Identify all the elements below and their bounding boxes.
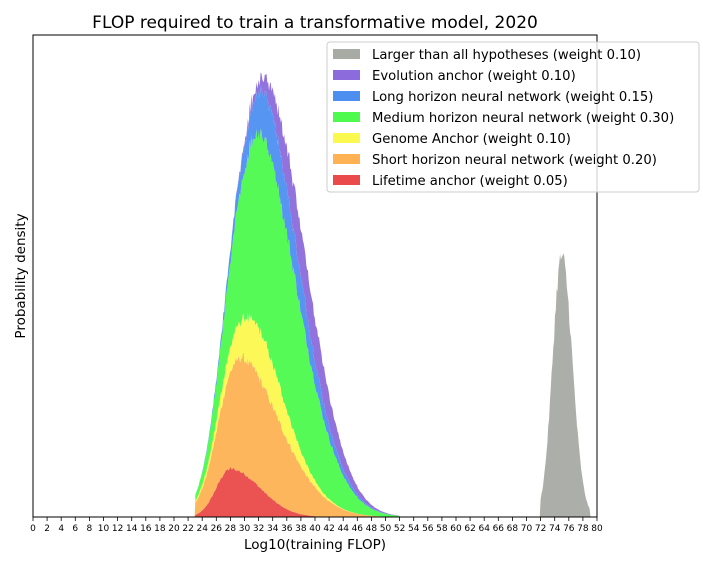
x-tick-label: 48: [366, 524, 378, 534]
legend-label: Medium horizon neural network (weight 0.…: [372, 111, 674, 126]
x-tick-label: 44: [337, 524, 349, 534]
x-tick-label: 26: [211, 524, 223, 534]
x-tick-label: 38: [295, 524, 307, 534]
x-tick-label: 60: [450, 524, 462, 534]
chart-title: FLOP required to train a transformative …: [92, 13, 538, 33]
areas-layer: [33, 72, 597, 518]
x-tick-label: 54: [408, 524, 420, 534]
legend-label: Long horizon neural network (weight 0.15…: [372, 90, 653, 105]
x-tick-label: 10: [98, 524, 110, 534]
x-axis-ticks: 0 2 4 6 8 10 12 14 16 18 20 22 24 26 28 30 32 34 36 38 40 42 4…: [30, 517, 603, 534]
x-tick-label: 56: [422, 524, 434, 534]
legend: Larger than all hypotheses (weight 0.10)…: [326, 41, 700, 193]
legend-label: Lifetime anchor (weight 0.05): [372, 174, 568, 189]
x-tick-label: 34: [267, 524, 279, 534]
area-series-4: [33, 128, 597, 517]
legend-swatch: [333, 133, 360, 143]
legend-swatch: [333, 70, 360, 80]
x-tick-label: 72: [535, 524, 546, 534]
x-tick-label: 42: [323, 524, 334, 534]
legend-label: Larger than all hypotheses (weight 0.10): [372, 48, 641, 63]
legend-swatch: [333, 175, 360, 185]
legend-label: Evolution anchor (weight 0.10): [372, 69, 576, 84]
y-axis-label: Probability density: [13, 213, 29, 338]
x-tick-label: 12: [112, 524, 123, 534]
x-tick-label: 66: [493, 524, 505, 534]
x-tick-label: 62: [464, 524, 475, 534]
x-tick-label: 76: [563, 524, 575, 534]
x-tick-label: 78: [577, 524, 589, 534]
x-tick-label: 46: [352, 524, 364, 534]
legend-box: [326, 41, 700, 193]
x-tick-label: 68: [507, 524, 519, 534]
x-tick-label: 18: [154, 524, 166, 534]
legend-swatch: [333, 154, 360, 164]
x-tick-label: 40: [309, 524, 321, 534]
x-tick-label: 36: [281, 524, 293, 534]
x-tick-label: 16: [140, 524, 152, 534]
legend-entries: Larger than all hypotheses (weight 0.10)…: [333, 48, 674, 189]
x-tick-label: 22: [182, 524, 193, 534]
x-tick-label: 28: [225, 524, 237, 534]
legend-swatch: [333, 91, 360, 101]
x-tick-label: 2: [44, 524, 50, 534]
x-tick-label: 64: [478, 524, 490, 534]
x-tick-label: 74: [549, 524, 561, 534]
x-tick-label: 24: [196, 524, 208, 534]
legend-label: Genome Anchor (weight 0.10): [372, 132, 571, 147]
legend-swatch: [333, 112, 360, 122]
x-tick-label: 30: [239, 524, 251, 534]
x-axis-label: Log10(training FLOP): [244, 537, 386, 553]
x-tick-label: 8: [87, 524, 93, 534]
x-tick-label: 14: [126, 524, 138, 534]
x-tick-label: 6: [72, 524, 78, 534]
x-tick-label: 4: [58, 524, 64, 534]
x-tick-label: 0: [30, 524, 36, 534]
x-tick-label: 32: [253, 524, 264, 534]
x-tick-label: 80: [591, 524, 603, 534]
x-tick-label: 52: [394, 524, 405, 534]
x-tick-label: 58: [436, 524, 448, 534]
x-tick-label: 20: [168, 524, 180, 534]
x-tick-label: 50: [380, 524, 392, 534]
legend-swatch: [333, 49, 360, 59]
legend-label: Short horizon neural network (weight 0.2…: [372, 153, 657, 168]
x-tick-label: 70: [521, 524, 533, 534]
